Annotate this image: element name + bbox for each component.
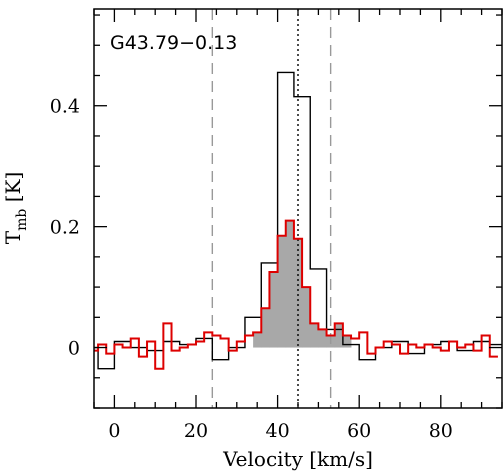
fill-bin-1-31 (342, 335, 352, 348)
fill-bin-1-24 (285, 220, 295, 348)
x-tick-label: 60 (347, 420, 371, 442)
axis-ticks (93, 9, 503, 409)
fill-bin-1-26 (302, 287, 311, 348)
source-annotation: G43.79−0.13 (110, 32, 237, 54)
x-tick-label: 20 (184, 420, 208, 442)
x-axis-label: Velocity [km/s] (222, 447, 373, 471)
fill-bin-1-27 (310, 323, 319, 348)
fill-bin-1-21 (261, 308, 270, 348)
fill-bin-1-25 (293, 238, 303, 348)
y-axis-label: Tmb [K] (1, 172, 30, 245)
fill-bin-1-23 (277, 235, 287, 348)
x-tick-label: 0 (108, 420, 120, 442)
y-tick-label: 0.4 (50, 96, 80, 118)
fill-bin-1-30 (334, 323, 344, 348)
y-tick-label: 0.2 (50, 217, 80, 239)
fill-bin-1-22 (269, 271, 278, 348)
plot-frame (93, 8, 503, 409)
spectrum-series (94, 71, 502, 370)
y-axis-label-main: T (1, 230, 25, 244)
spectrum-red-step (94, 219, 498, 370)
y-tick-label: 0 (68, 338, 80, 360)
x-tick-label: 80 (429, 420, 453, 442)
fill-bin-1-28 (318, 329, 327, 348)
tick-labels: 0 20 40 60 80 0 0.2 0.4 (50, 96, 453, 442)
fill-bin-1-20 (253, 332, 262, 348)
x-tick-label: 40 (266, 420, 290, 442)
y-axis-label-sub: mb (14, 209, 30, 231)
y-axis-label-unit: [K] (1, 172, 25, 209)
